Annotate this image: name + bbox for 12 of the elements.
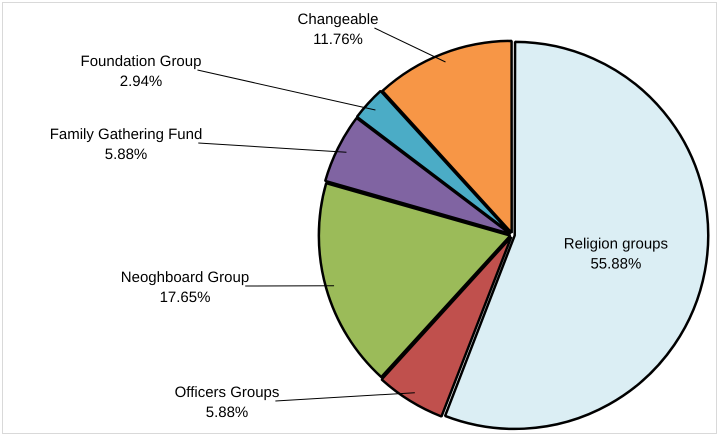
data-label: 17.65% (160, 289, 210, 306)
data-label: 2.94% (120, 73, 162, 90)
slice-label: Family Gathering Fund (50, 126, 202, 144)
slice-label: Religion groups (564, 235, 668, 252)
slice-label: Neoghboard Group (120, 269, 250, 286)
data-label: 5.88% (206, 404, 248, 422)
data-label: 11.76% (313, 31, 363, 48)
data-label: 5.88% (104, 146, 148, 164)
slice-label: Foundation Group (80, 53, 202, 70)
data-label: 55.88% (590, 255, 642, 272)
slice-label: Changeable (298, 11, 378, 28)
slice-label: Officers Groups (174, 384, 280, 402)
